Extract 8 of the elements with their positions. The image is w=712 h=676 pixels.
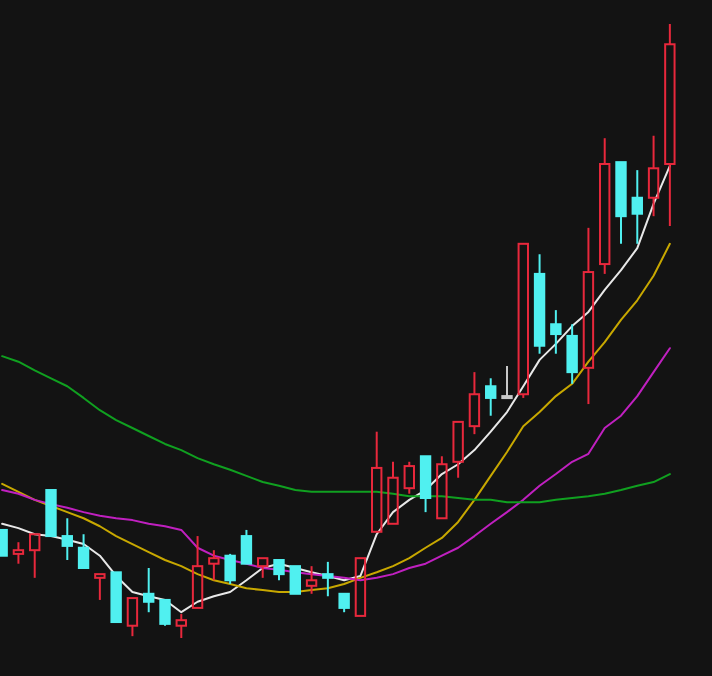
candlestick	[647, 134, 660, 218]
candlestick	[566, 323, 578, 385]
candlestick	[582, 226, 595, 406]
candlestick	[664, 23, 676, 228]
candlestick	[550, 309, 562, 355]
candlestick	[631, 169, 643, 245]
candlestick	[61, 517, 73, 562]
candlestick	[599, 137, 611, 275]
